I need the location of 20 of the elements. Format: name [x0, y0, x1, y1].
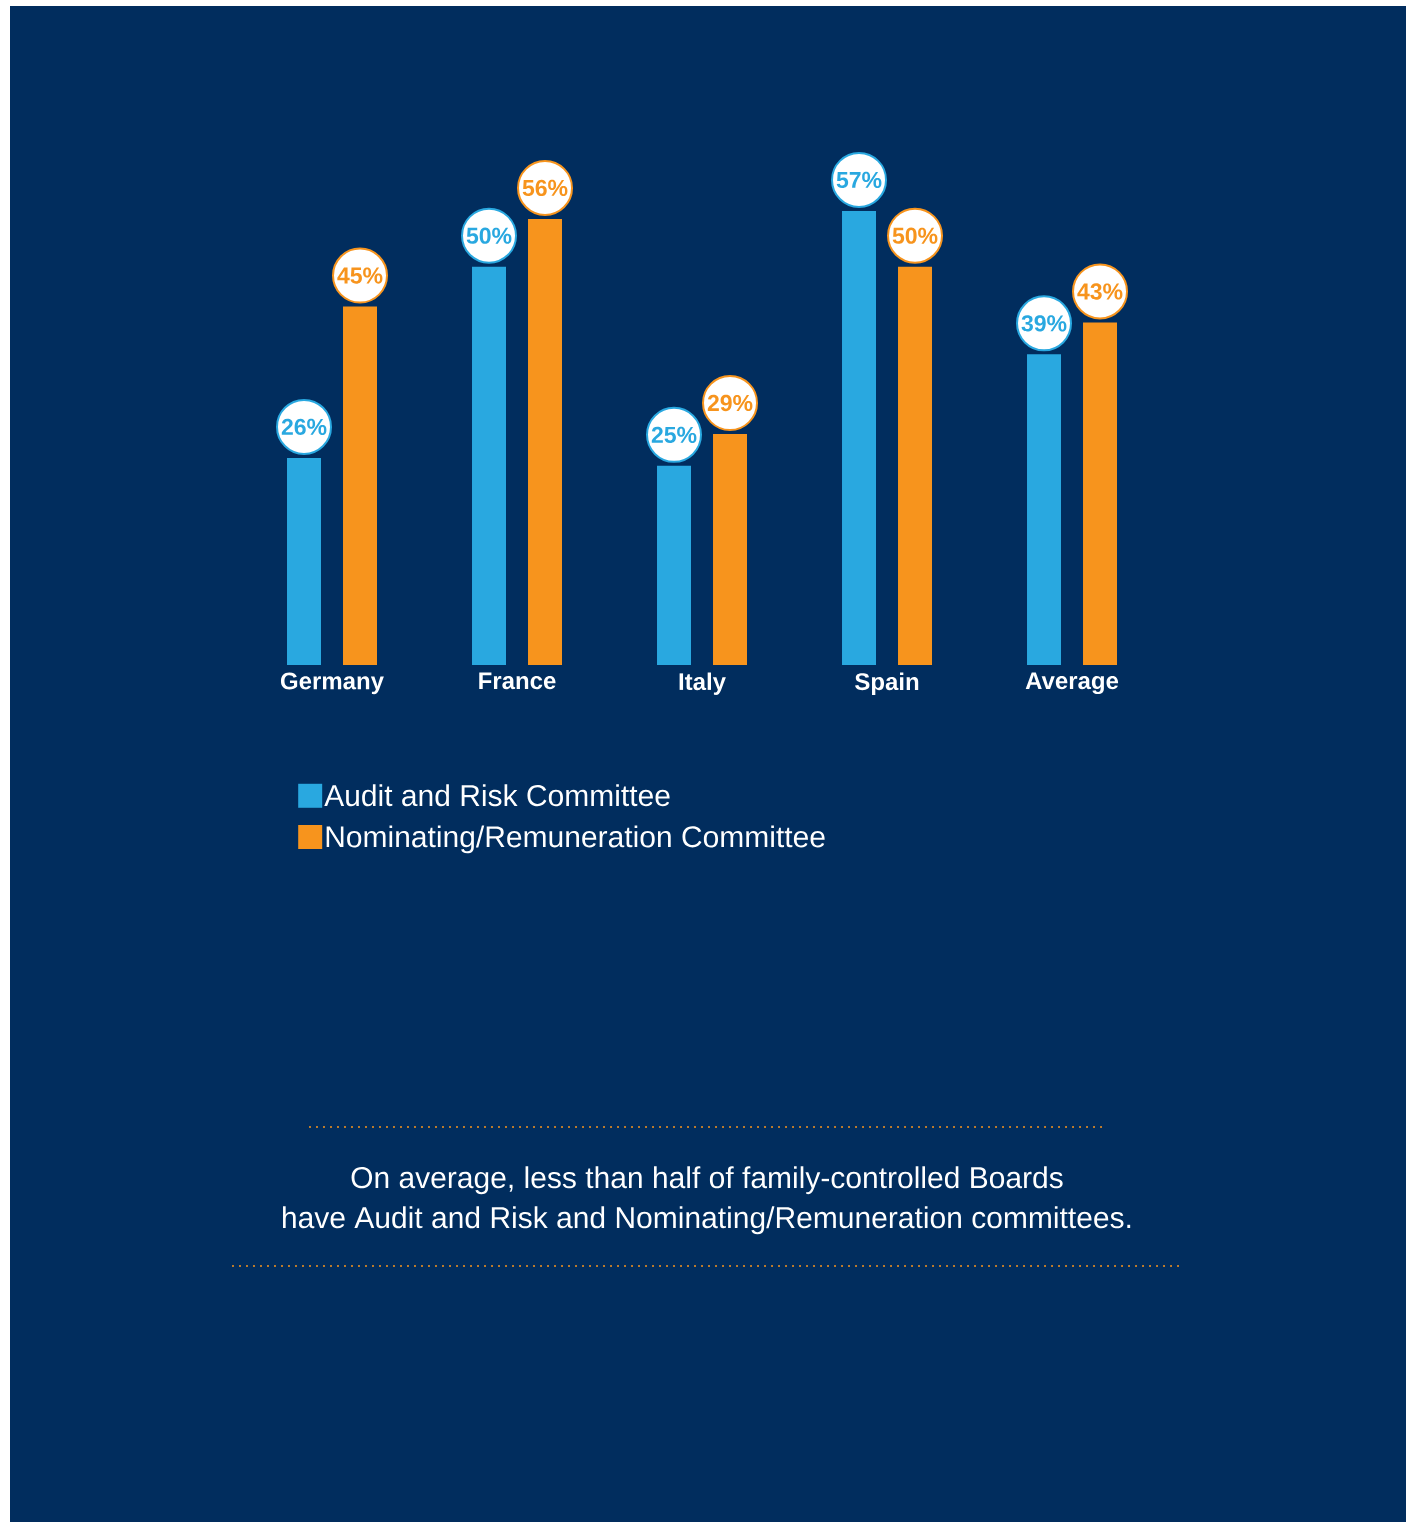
- x-tick-label: France: [479, 672, 556, 690]
- data-label: 25%: [651, 426, 697, 443]
- text: have Audit and Risk and Nominating/Remuneration committees.: [283, 1206, 1131, 1235]
- data-label: 39%: [1021, 315, 1067, 332]
- data-label: 56%: [522, 179, 568, 197]
- bar: [713, 434, 748, 665]
- data-label: 57%: [836, 171, 882, 189]
- legend-label: Audit and Risk Committee: [324, 784, 670, 807]
- x-tick-label: Germany: [280, 672, 384, 695]
- data-label: 43%: [1077, 283, 1123, 300]
- data-label: 50%: [466, 227, 512, 244]
- legend-label: Nominating/Remuneration Committee: [326, 825, 825, 854]
- x-tick-label: Average: [1025, 672, 1119, 695]
- data-label: 29%: [707, 394, 753, 412]
- x-tick-label: Italy: [679, 672, 726, 695]
- data-label: 50%: [892, 227, 938, 244]
- text: On average, less than half of family-controlled Boards: [351, 1166, 1063, 1195]
- data-label: 26%: [281, 418, 327, 436]
- x-tick-label: Spain: [855, 672, 919, 695]
- data-label: 45%: [337, 267, 383, 284]
